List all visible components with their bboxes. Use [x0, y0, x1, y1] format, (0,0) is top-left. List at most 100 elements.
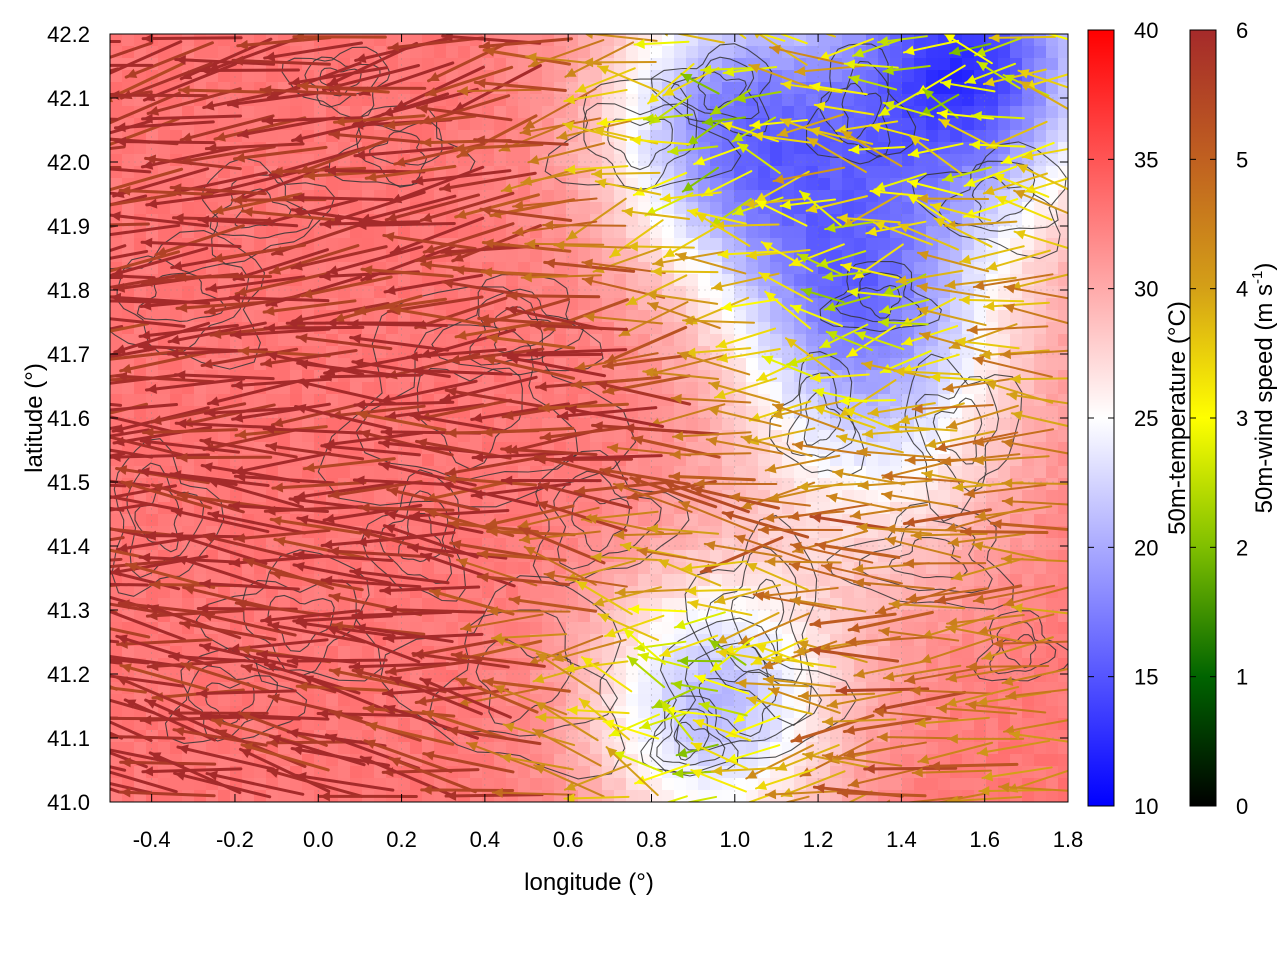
- heatmap-cell: [962, 346, 975, 359]
- heatmap-cell: [530, 262, 543, 275]
- heatmap-cell: [662, 622, 675, 635]
- heatmap-cell: [1022, 442, 1035, 455]
- heatmap-cell: [566, 106, 579, 119]
- heatmap-cell: [278, 286, 291, 299]
- heatmap-cell: [458, 46, 471, 59]
- heatmap-cell: [638, 298, 651, 311]
- heatmap-cell: [674, 526, 687, 539]
- heatmap-cell: [266, 370, 279, 383]
- heatmap-cell: [1046, 754, 1059, 767]
- heatmap-cell: [770, 598, 783, 611]
- heatmap-cell: [926, 58, 939, 71]
- heatmap-cell: [986, 154, 999, 167]
- heatmap-cell: [374, 514, 387, 527]
- heatmap-cell: [782, 298, 795, 311]
- heatmap-cell: [914, 730, 927, 743]
- heatmap-cell: [1058, 46, 1068, 59]
- heatmap-cell: [326, 646, 339, 659]
- heatmap-cell: [626, 394, 639, 407]
- heatmap-cell: [998, 538, 1011, 551]
- heatmap-cell: [278, 154, 291, 167]
- heatmap-cell: [986, 574, 999, 587]
- heatmap-cell: [806, 178, 819, 191]
- heatmap-cell: [458, 454, 471, 467]
- heatmap-cell: [254, 226, 267, 239]
- heatmap-cell: [230, 490, 243, 503]
- heatmap-cell: [830, 178, 843, 191]
- heatmap-cell: [578, 670, 591, 683]
- heatmap-cell: [290, 58, 303, 71]
- heatmap-cell: [662, 598, 675, 611]
- heatmap-cell: [1058, 370, 1068, 383]
- heatmap-cell: [398, 310, 411, 323]
- heatmap-cell: [902, 142, 915, 155]
- heatmap-cell: [638, 586, 651, 599]
- heatmap-cell: [638, 154, 651, 167]
- heatmap-cell: [350, 382, 363, 395]
- heatmap-cell: [338, 466, 351, 479]
- heatmap-cell: [842, 238, 855, 251]
- heatmap-cell: [242, 766, 255, 779]
- heatmap-cell: [554, 178, 567, 191]
- heatmap-cell: [1034, 58, 1047, 71]
- heatmap-cell: [722, 574, 735, 587]
- heatmap-cell: [242, 334, 255, 347]
- heatmap-cell: [638, 262, 651, 275]
- heatmap-cell: [830, 682, 843, 695]
- heatmap-cell: [1034, 754, 1047, 767]
- heatmap-cell: [650, 466, 663, 479]
- heatmap-cell: [554, 490, 567, 503]
- heatmap-cell: [866, 646, 879, 659]
- heatmap-cell: [998, 766, 1011, 779]
- heatmap-cell: [290, 106, 303, 119]
- heatmap-cell: [950, 406, 963, 419]
- heatmap-cell: [1058, 154, 1068, 167]
- heatmap-cell: [758, 334, 771, 347]
- heatmap-cell: [974, 238, 987, 251]
- heatmap-cell: [410, 46, 423, 59]
- heatmap-cell: [110, 382, 123, 395]
- heatmap-cell: [1058, 622, 1068, 635]
- heatmap-cell: [614, 94, 627, 107]
- heatmap-cell: [506, 622, 519, 635]
- heatmap-cell: [110, 106, 123, 119]
- heatmap-cell: [914, 394, 927, 407]
- heatmap-cell: [974, 646, 987, 659]
- heatmap-cell: [506, 466, 519, 479]
- heatmap-cell: [242, 610, 255, 623]
- heatmap-cell: [782, 310, 795, 323]
- heatmap-cell: [1010, 418, 1023, 431]
- heatmap-cell: [242, 106, 255, 119]
- heatmap-cell: [338, 298, 351, 311]
- heatmap-cell: [374, 310, 387, 323]
- heatmap-cell: [830, 34, 843, 47]
- heatmap-cell: [722, 202, 735, 215]
- heatmap-cell: [602, 214, 615, 227]
- heatmap-cell: [278, 226, 291, 239]
- heatmap-cell: [782, 214, 795, 227]
- heatmap-cell: [698, 46, 711, 59]
- heatmap-cell: [410, 670, 423, 683]
- heatmap-cell: [878, 562, 891, 575]
- heatmap-cell: [938, 682, 951, 695]
- heatmap-cell: [1022, 130, 1035, 143]
- heatmap-cell: [614, 598, 627, 611]
- heatmap-cell: [1022, 514, 1035, 527]
- heatmap-cell: [602, 250, 615, 263]
- heatmap-cell: [422, 46, 435, 59]
- heatmap-cell: [806, 358, 819, 371]
- heatmap-cell: [398, 586, 411, 599]
- heatmap-cell: [362, 346, 375, 359]
- heatmap-cell: [710, 550, 723, 563]
- heatmap-cell: [1022, 754, 1035, 767]
- heatmap-cell: [290, 226, 303, 239]
- heatmap-cell: [134, 142, 147, 155]
- heatmap-cell: [890, 154, 903, 167]
- heatmap-cell: [974, 226, 987, 239]
- heatmap-cell: [590, 202, 603, 215]
- heatmap-cell: [1022, 502, 1035, 515]
- heatmap-cell: [998, 250, 1011, 263]
- heatmap-cell: [902, 166, 915, 179]
- heatmap-cell: [794, 142, 807, 155]
- heatmap-cell: [674, 670, 687, 683]
